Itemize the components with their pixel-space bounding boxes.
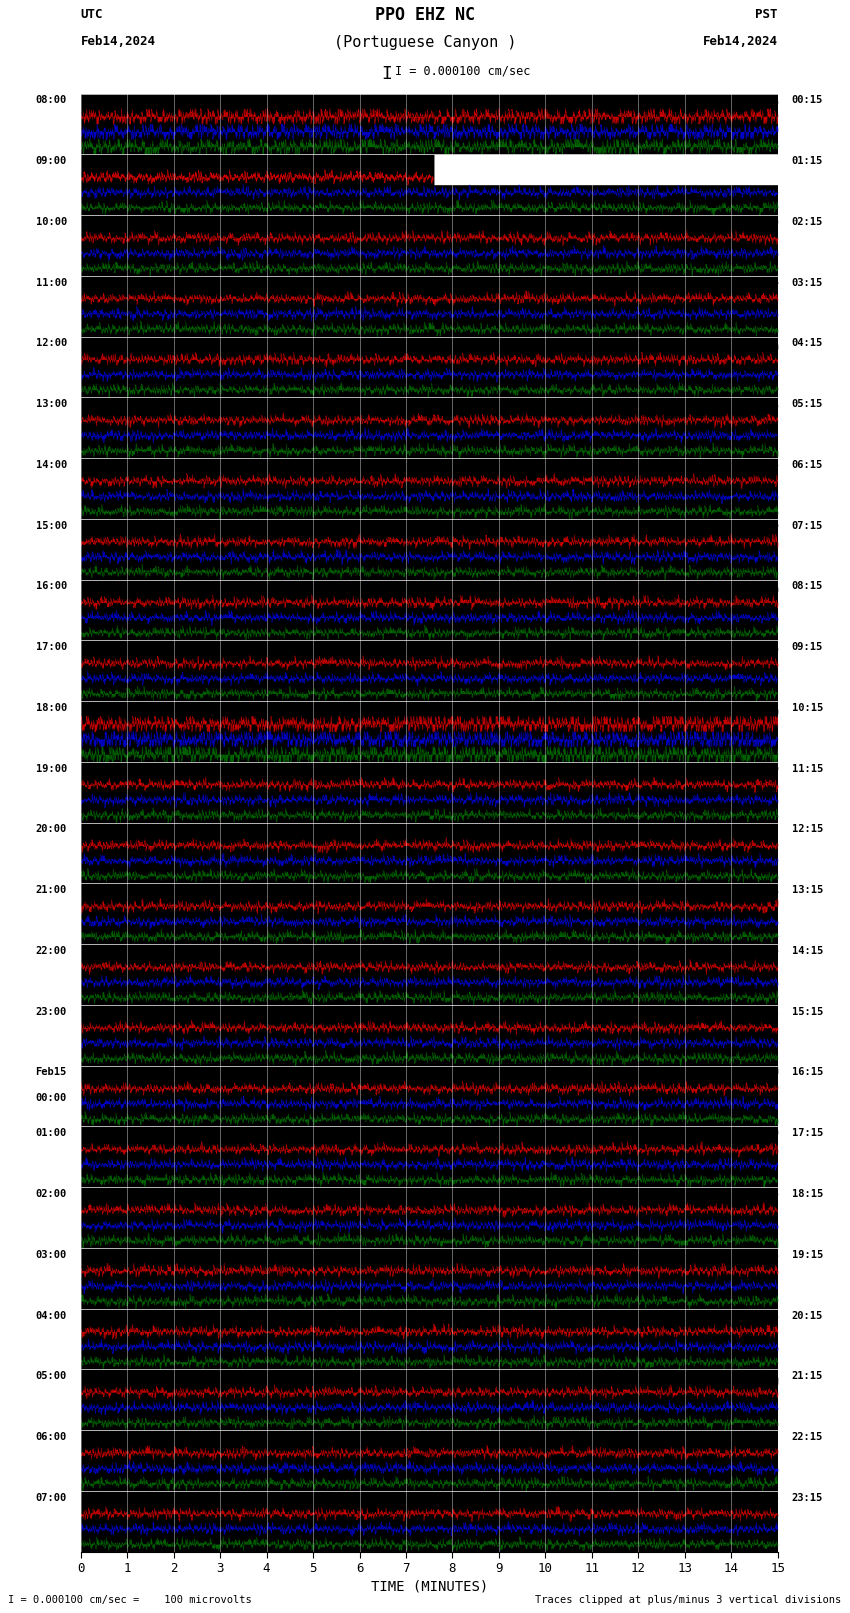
Text: 02:00: 02:00 — [36, 1189, 67, 1198]
Text: 15:15: 15:15 — [791, 1007, 823, 1016]
Text: 20:00: 20:00 — [36, 824, 67, 834]
Text: I: I — [382, 65, 392, 82]
Text: 17:00: 17:00 — [36, 642, 67, 652]
Text: 08:00: 08:00 — [36, 95, 67, 105]
Text: (Portuguese Canyon ): (Portuguese Canyon ) — [334, 35, 516, 50]
Text: 00:15: 00:15 — [791, 95, 823, 105]
Text: I = 0.000100 cm/sec =    100 microvolts: I = 0.000100 cm/sec = 100 microvolts — [8, 1595, 252, 1605]
Text: Feb15: Feb15 — [36, 1068, 67, 1077]
Text: UTC: UTC — [81, 8, 103, 21]
Text: 11:00: 11:00 — [36, 277, 67, 287]
Text: 10:15: 10:15 — [791, 703, 823, 713]
Text: 18:15: 18:15 — [791, 1189, 823, 1198]
Text: 02:15: 02:15 — [791, 216, 823, 227]
Text: PPO EHZ NC: PPO EHZ NC — [375, 6, 475, 24]
Text: 12:00: 12:00 — [36, 339, 67, 348]
Text: I = 0.000100 cm/sec: I = 0.000100 cm/sec — [395, 65, 530, 77]
Text: PST: PST — [756, 8, 778, 21]
Text: Traces clipped at plus/minus 3 vertical divisions: Traces clipped at plus/minus 3 vertical … — [536, 1595, 842, 1605]
Text: 01:00: 01:00 — [36, 1127, 67, 1139]
Text: 10:00: 10:00 — [36, 216, 67, 227]
Text: 19:15: 19:15 — [791, 1250, 823, 1260]
Text: 15:00: 15:00 — [36, 521, 67, 531]
Text: 21:15: 21:15 — [791, 1371, 823, 1381]
Text: 04:15: 04:15 — [791, 339, 823, 348]
Text: 19:00: 19:00 — [36, 763, 67, 774]
Text: 13:00: 13:00 — [36, 398, 67, 410]
Text: 18:00: 18:00 — [36, 703, 67, 713]
Text: 05:00: 05:00 — [36, 1371, 67, 1381]
Text: 21:00: 21:00 — [36, 886, 67, 895]
Text: 23:15: 23:15 — [791, 1492, 823, 1503]
Text: 23:00: 23:00 — [36, 1007, 67, 1016]
Text: 07:15: 07:15 — [791, 521, 823, 531]
Text: 14:15: 14:15 — [791, 945, 823, 957]
Text: 05:15: 05:15 — [791, 398, 823, 410]
Text: 06:00: 06:00 — [36, 1432, 67, 1442]
Text: 20:15: 20:15 — [791, 1310, 823, 1321]
Text: Feb14,2024: Feb14,2024 — [703, 35, 778, 48]
Text: 06:15: 06:15 — [791, 460, 823, 469]
Text: 14:00: 14:00 — [36, 460, 67, 469]
Text: Feb14,2024: Feb14,2024 — [81, 35, 156, 48]
Text: 03:00: 03:00 — [36, 1250, 67, 1260]
Text: 12:15: 12:15 — [791, 824, 823, 834]
Text: 17:15: 17:15 — [791, 1127, 823, 1139]
Text: 16:00: 16:00 — [36, 581, 67, 592]
Text: 09:15: 09:15 — [791, 642, 823, 652]
Text: 22:15: 22:15 — [791, 1432, 823, 1442]
Text: 22:00: 22:00 — [36, 945, 67, 957]
Text: 11:15: 11:15 — [791, 763, 823, 774]
Text: 04:00: 04:00 — [36, 1310, 67, 1321]
Text: 01:15: 01:15 — [791, 156, 823, 166]
Text: 09:00: 09:00 — [36, 156, 67, 166]
Text: 00:00: 00:00 — [36, 1094, 67, 1103]
Text: 16:15: 16:15 — [791, 1068, 823, 1077]
Text: 07:00: 07:00 — [36, 1492, 67, 1503]
Text: 13:15: 13:15 — [791, 886, 823, 895]
Text: 03:15: 03:15 — [791, 277, 823, 287]
X-axis label: TIME (MINUTES): TIME (MINUTES) — [371, 1579, 488, 1594]
Text: 08:15: 08:15 — [791, 581, 823, 592]
